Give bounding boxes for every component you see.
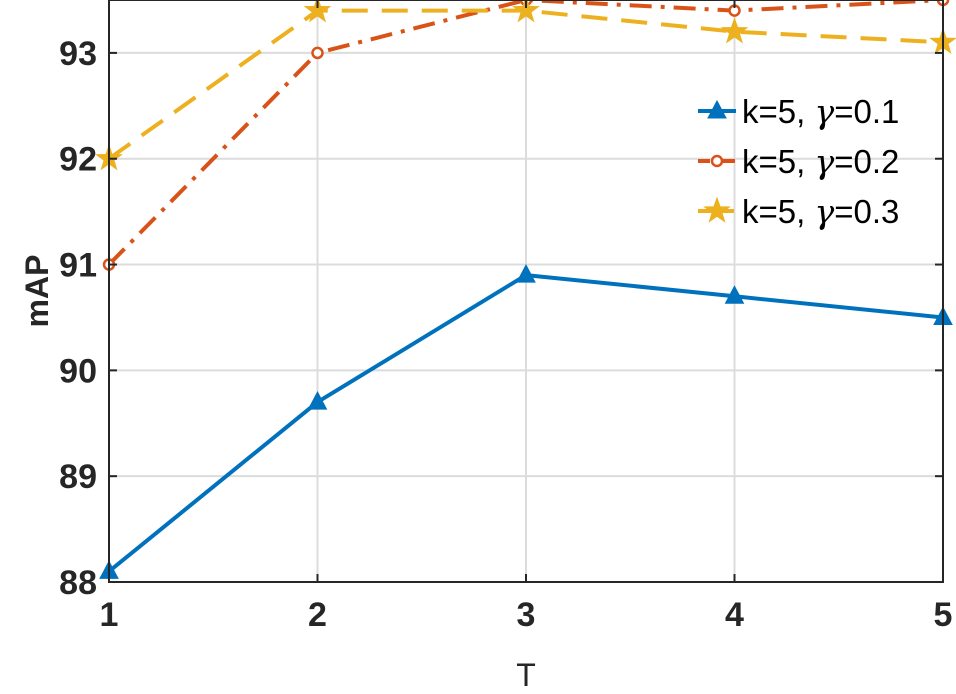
legend-label: k=5, γ=0.1 (742, 92, 899, 131)
x-tick-label: 5 (934, 596, 953, 634)
data-point (724, 285, 745, 304)
data-point (516, 264, 536, 283)
axis-ticks: 1 2 3 4 5 88 89 90 91 92 93 (59, 0, 952, 634)
series-1 (99, 264, 953, 579)
data-point (311, 46, 324, 60)
x-tick-label: 1 (100, 596, 119, 634)
legend-entry: k=5, γ=0.3 (698, 192, 899, 231)
legend-entry: k=5, γ=0.1 (698, 92, 899, 131)
data-point (512, 0, 540, 23)
y-tick-label: 88 (59, 564, 97, 602)
legend-label: k=5, γ=0.2 (742, 142, 899, 181)
legend: k=5, γ=0.1 k=5, γ=0.2 k=5, γ=0.3 (698, 92, 899, 231)
y-tick-label: 93 (59, 35, 97, 73)
legend-label: k=5, γ=0.3 (742, 192, 899, 231)
legend-marker (710, 154, 724, 168)
y-tick-label: 92 (59, 141, 97, 179)
legend-marker (707, 99, 727, 119)
x-axis-label: T (516, 657, 536, 693)
y-tick-label: 91 (59, 247, 97, 285)
grid-lines (109, 0, 943, 582)
x-tick-label: 3 (517, 596, 536, 634)
data-point (307, 391, 328, 410)
data-point (303, 0, 332, 23)
series-layer (95, 0, 956, 579)
y-tick-label: 90 (59, 352, 97, 390)
x-tick-label: 2 (308, 596, 327, 634)
legend-entry: k=5, γ=0.2 (698, 142, 899, 181)
y-tick-label: 89 (59, 458, 97, 496)
x-tick-label: 4 (725, 596, 744, 634)
data-point (720, 17, 749, 44)
legend-marker (703, 196, 731, 223)
y-axis-label: mAP (19, 255, 55, 328)
